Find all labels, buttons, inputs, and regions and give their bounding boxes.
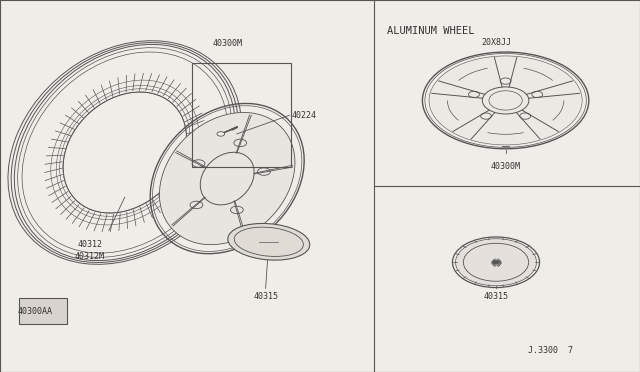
Text: 40300AA: 40300AA [18, 307, 52, 316]
Text: 40300M: 40300M [212, 39, 242, 48]
Circle shape [456, 239, 536, 286]
Text: 40224: 40224 [291, 111, 316, 120]
Text: 40300M: 40300M [491, 162, 520, 171]
Circle shape [217, 132, 225, 136]
Text: 40312
40312M: 40312 40312M [75, 240, 104, 261]
Text: J.3300  7: J.3300 7 [528, 346, 573, 355]
FancyBboxPatch shape [19, 298, 67, 324]
Text: ALUMINUM WHEEL: ALUMINUM WHEEL [387, 26, 475, 36]
Text: 40315: 40315 [253, 292, 278, 301]
Circle shape [493, 260, 499, 264]
Circle shape [429, 56, 582, 145]
Ellipse shape [159, 112, 295, 245]
Ellipse shape [228, 224, 310, 260]
Text: 40315: 40315 [483, 292, 509, 301]
Text: 20X8JJ: 20X8JJ [481, 38, 511, 46]
